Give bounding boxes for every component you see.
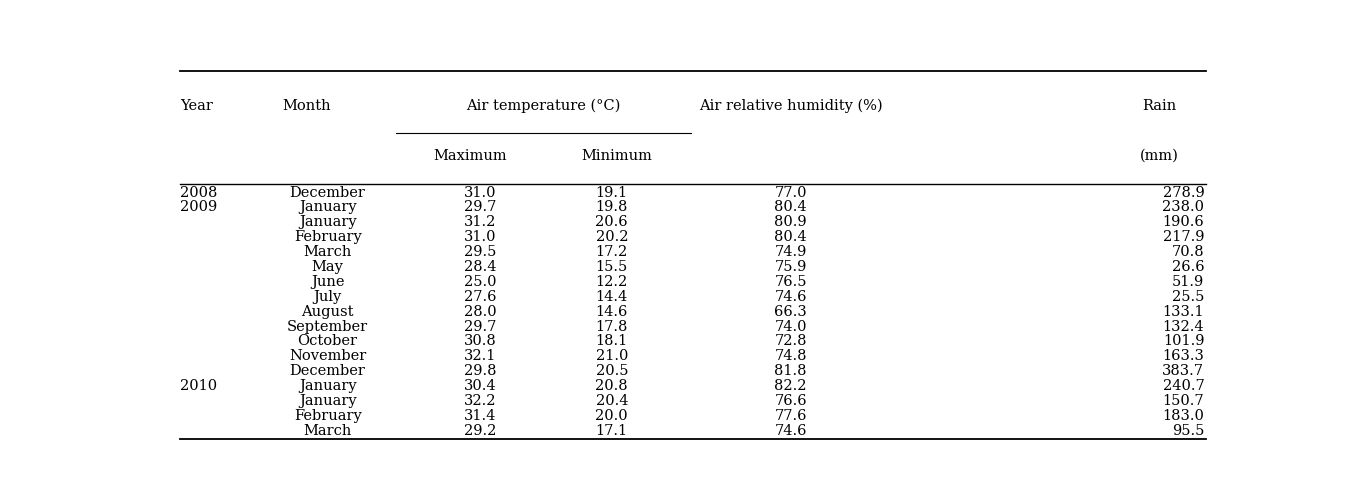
Text: November: November bbox=[289, 349, 367, 364]
Text: 31.0: 31.0 bbox=[464, 186, 497, 200]
Text: Rain: Rain bbox=[1142, 99, 1176, 113]
Text: 19.8: 19.8 bbox=[596, 201, 627, 215]
Text: March: March bbox=[303, 424, 352, 438]
Text: July: July bbox=[314, 290, 342, 304]
Text: 77.6: 77.6 bbox=[774, 409, 807, 423]
Text: 17.8: 17.8 bbox=[596, 320, 627, 334]
Text: 2008: 2008 bbox=[181, 186, 217, 200]
Text: 27.6: 27.6 bbox=[464, 290, 497, 304]
Text: Air relative humidity (%): Air relative humidity (%) bbox=[699, 99, 883, 113]
Text: 20.8: 20.8 bbox=[595, 379, 629, 393]
Text: 31.0: 31.0 bbox=[464, 230, 497, 244]
Text: 74.6: 74.6 bbox=[774, 424, 807, 438]
Text: February: February bbox=[293, 230, 361, 244]
Text: Month: Month bbox=[282, 99, 331, 113]
Text: January: January bbox=[299, 215, 356, 230]
Text: December: December bbox=[289, 186, 365, 200]
Text: 14.6: 14.6 bbox=[596, 305, 627, 319]
Text: 95.5: 95.5 bbox=[1172, 424, 1205, 438]
Text: 20.6: 20.6 bbox=[595, 215, 629, 230]
Text: 28.0: 28.0 bbox=[464, 305, 497, 319]
Text: June: June bbox=[311, 275, 345, 289]
Text: 29.5: 29.5 bbox=[464, 245, 497, 259]
Text: January: January bbox=[299, 201, 356, 215]
Text: 217.9: 217.9 bbox=[1162, 230, 1205, 244]
Text: February: February bbox=[293, 409, 361, 423]
Text: 74.0: 74.0 bbox=[774, 320, 807, 334]
Text: 81.8: 81.8 bbox=[774, 364, 807, 378]
Text: 77.0: 77.0 bbox=[774, 186, 807, 200]
Text: 32.2: 32.2 bbox=[464, 394, 497, 408]
Text: Maximum: Maximum bbox=[433, 148, 507, 163]
Text: September: September bbox=[287, 320, 368, 334]
Text: 238.0: 238.0 bbox=[1162, 201, 1205, 215]
Text: 74.6: 74.6 bbox=[774, 290, 807, 304]
Text: August: August bbox=[301, 305, 354, 319]
Text: 76.6: 76.6 bbox=[774, 394, 807, 408]
Text: 66.3: 66.3 bbox=[774, 305, 807, 319]
Text: (mm): (mm) bbox=[1139, 148, 1179, 163]
Text: 183.0: 183.0 bbox=[1162, 409, 1205, 423]
Text: 51.9: 51.9 bbox=[1172, 275, 1205, 289]
Text: 12.2: 12.2 bbox=[596, 275, 627, 289]
Text: Air temperature (°C): Air temperature (°C) bbox=[466, 99, 621, 113]
Text: 25.5: 25.5 bbox=[1172, 290, 1205, 304]
Text: Year: Year bbox=[181, 99, 213, 113]
Text: 80.4: 80.4 bbox=[774, 230, 807, 244]
Text: 30.8: 30.8 bbox=[464, 335, 497, 349]
Text: 80.4: 80.4 bbox=[774, 201, 807, 215]
Text: 20.0: 20.0 bbox=[595, 409, 629, 423]
Text: 15.5: 15.5 bbox=[596, 260, 627, 274]
Text: 17.2: 17.2 bbox=[596, 245, 627, 259]
Text: 32.1: 32.1 bbox=[464, 349, 497, 364]
Text: 2009: 2009 bbox=[181, 201, 217, 215]
Text: 31.4: 31.4 bbox=[464, 409, 497, 423]
Text: 101.9: 101.9 bbox=[1162, 335, 1205, 349]
Text: 2010: 2010 bbox=[181, 379, 217, 393]
Text: March: March bbox=[303, 245, 352, 259]
Text: 14.4: 14.4 bbox=[596, 290, 627, 304]
Text: October: October bbox=[297, 335, 357, 349]
Text: 75.9: 75.9 bbox=[774, 260, 807, 274]
Text: 150.7: 150.7 bbox=[1162, 394, 1205, 408]
Text: 132.4: 132.4 bbox=[1162, 320, 1205, 334]
Text: May: May bbox=[312, 260, 344, 274]
Text: 28.4: 28.4 bbox=[464, 260, 497, 274]
Text: 19.1: 19.1 bbox=[596, 186, 627, 200]
Text: 26.6: 26.6 bbox=[1172, 260, 1205, 274]
Text: 70.8: 70.8 bbox=[1172, 245, 1205, 259]
Text: 82.2: 82.2 bbox=[774, 379, 807, 393]
Text: 133.1: 133.1 bbox=[1162, 305, 1205, 319]
Text: 18.1: 18.1 bbox=[596, 335, 627, 349]
Text: 383.7: 383.7 bbox=[1162, 364, 1205, 378]
Text: 74.8: 74.8 bbox=[774, 349, 807, 364]
Text: 163.3: 163.3 bbox=[1162, 349, 1205, 364]
Text: 29.7: 29.7 bbox=[464, 201, 497, 215]
Text: 278.9: 278.9 bbox=[1162, 186, 1205, 200]
Text: 240.7: 240.7 bbox=[1162, 379, 1205, 393]
Text: 72.8: 72.8 bbox=[774, 335, 807, 349]
Text: 31.2: 31.2 bbox=[464, 215, 497, 230]
Text: 30.4: 30.4 bbox=[464, 379, 497, 393]
Text: 80.9: 80.9 bbox=[774, 215, 807, 230]
Text: 29.8: 29.8 bbox=[464, 364, 497, 378]
Text: 74.9: 74.9 bbox=[774, 245, 807, 259]
Text: 21.0: 21.0 bbox=[596, 349, 627, 364]
Text: 25.0: 25.0 bbox=[464, 275, 497, 289]
Text: 17.1: 17.1 bbox=[596, 424, 627, 438]
Text: January: January bbox=[299, 379, 356, 393]
Text: 20.2: 20.2 bbox=[596, 230, 627, 244]
Text: 190.6: 190.6 bbox=[1162, 215, 1205, 230]
Text: 29.2: 29.2 bbox=[464, 424, 497, 438]
Text: 76.5: 76.5 bbox=[774, 275, 807, 289]
Text: 20.5: 20.5 bbox=[596, 364, 627, 378]
Text: Minimum: Minimum bbox=[581, 148, 652, 163]
Text: December: December bbox=[289, 364, 365, 378]
Text: January: January bbox=[299, 394, 356, 408]
Text: 29.7: 29.7 bbox=[464, 320, 497, 334]
Text: 20.4: 20.4 bbox=[596, 394, 627, 408]
